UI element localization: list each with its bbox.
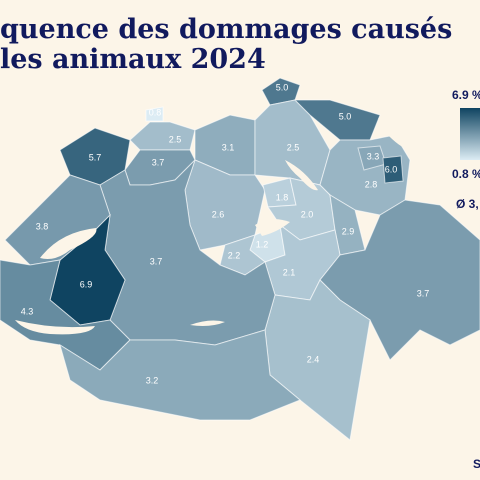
legend-min: 0.8 % [452,167,480,181]
value-label: 0.8 [149,107,162,117]
value-label: 1.2 [256,239,269,249]
title-line: les animaux 2024 [0,44,266,75]
value-label: 3.7 [152,157,165,167]
value-label: 2.0 [301,209,314,219]
lake [15,320,95,335]
value-label: 2.9 [342,226,355,236]
value-label: 3.3 [367,151,380,161]
lakes [15,118,410,335]
canton [59,329,301,421]
lake [40,228,97,259]
legend-gradient [460,108,480,160]
value-label: 6.9 [80,279,93,289]
source: S [473,457,480,471]
lake [285,160,318,191]
value-label: 3.7 [417,288,430,298]
value-label: 2.2 [228,250,241,260]
value-label: 5.0 [339,111,352,121]
canton [382,155,404,184]
value-label: 2.6 [212,209,225,219]
value-label: 3.1 [222,142,235,152]
value-label: 3.2 [146,375,159,385]
canton [261,77,301,106]
value-label: 3.8 [36,221,49,231]
value-label: 4.3 [21,306,34,316]
value-label: 2.4 [307,354,320,364]
lake [378,118,410,150]
lake [255,219,290,236]
value-label: 1.8 [276,192,289,202]
value-label: 3.7 [150,256,163,266]
value-label: 5.0 [276,82,289,92]
value-label: 6.0 [385,164,398,174]
value-labels: 5.7 0.8 2.5 3.7 3.1 5.0 2.5 5.0 2.8 3.3 6.0 2.6 1.8 2… [21,82,430,385]
value-label: 2.5 [169,134,182,144]
canton [145,106,164,122]
title-line: quence des dommages causés [0,14,452,45]
value-label: 2.8 [365,179,378,189]
canton [0,259,131,371]
legend-max: 6.9 % [452,88,480,102]
value-label: 5.7 [89,152,102,162]
legend-average: Ø 3, [456,197,479,211]
cantons [0,77,480,441]
value-label: 2.1 [283,267,296,277]
lake [190,320,225,326]
value-label: 2.5 [287,142,300,152]
